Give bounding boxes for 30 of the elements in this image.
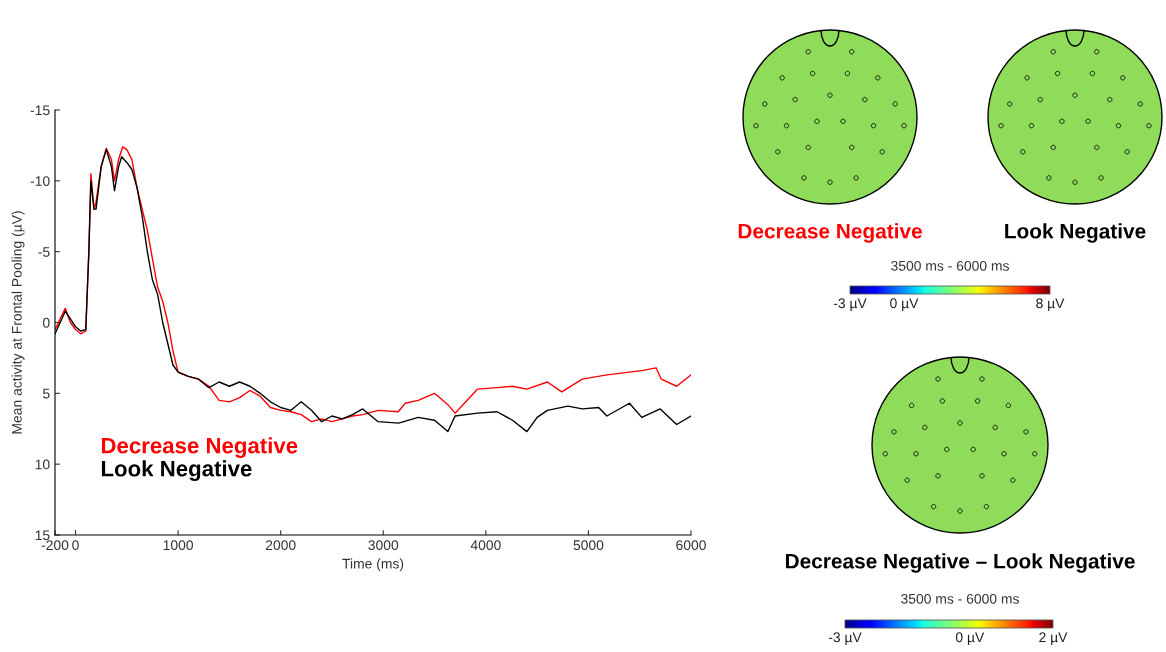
x-tick-label: 1000 bbox=[163, 540, 193, 551]
text: 2 µV bbox=[1039, 632, 1068, 645]
x-tick-label: 4000 bbox=[470, 540, 501, 551]
x-tick-label: 2000 bbox=[265, 540, 296, 551]
text: 0 µV bbox=[890, 298, 919, 311]
text: -3 µV bbox=[833, 298, 867, 311]
y-tick-label: 10 bbox=[35, 459, 50, 470]
x-tick-label: -200 bbox=[41, 540, 69, 551]
text: 3500 ms - 6000 ms bbox=[901, 593, 1019, 604]
x-tick-label: 6000 bbox=[676, 540, 706, 551]
y-axis-title: Mean activity at Frontal Pooling (µV) bbox=[11, 211, 25, 434]
text: 8 µV bbox=[1036, 298, 1065, 311]
y-tick-label: -10 bbox=[30, 176, 50, 186]
x-tick-label: 5000 bbox=[573, 540, 604, 551]
text: Look Negative bbox=[1005, 223, 1146, 243]
x-axis-title: Time (ms) bbox=[342, 558, 404, 572]
series-label: Decrease Negative bbox=[101, 437, 298, 458]
text: Decrease Negative bbox=[738, 223, 922, 243]
y-tick-label: -5 bbox=[38, 247, 50, 257]
text: 3500 ms - 6000 ms bbox=[891, 260, 1009, 271]
y-tick-label: 15 bbox=[35, 530, 50, 541]
text: -3 µV bbox=[828, 632, 862, 645]
text: Look Negative bbox=[101, 460, 252, 481]
text: Decrease Negative – Look Negative bbox=[785, 553, 1135, 573]
x-tick-label: 0 bbox=[72, 540, 79, 551]
x-tick-label: 3000 bbox=[368, 540, 399, 551]
y-tick-label: 5 bbox=[42, 388, 50, 399]
text: 0 µV bbox=[955, 632, 985, 645]
y-tick-label: -15 bbox=[30, 105, 50, 116]
y-tick-label: 0 bbox=[42, 317, 50, 328]
